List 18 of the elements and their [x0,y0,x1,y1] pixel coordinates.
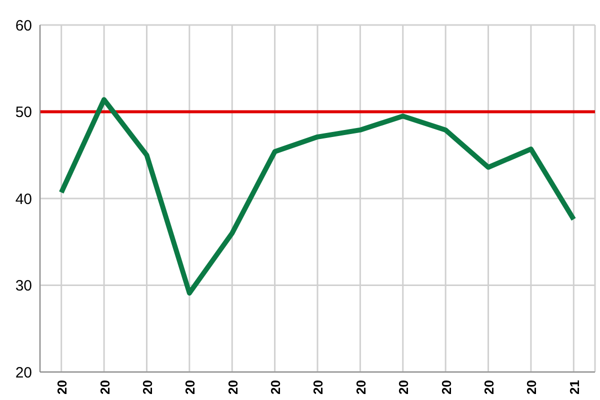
x-tick-label: 20 [268,380,284,394]
x-tick-label: 20 [353,380,368,394]
y-tick-label: 40 [15,190,32,208]
x-tick-label: 20 [396,380,412,394]
x-tick-label: 20 [524,380,540,394]
x-tick-label: 20 [482,380,496,394]
x-tick-label: 20 [225,380,240,394]
y-tick-label: 20 [15,364,32,382]
x-tick-label: 20 [310,380,326,394]
y-tick-label: 60 [15,17,32,34]
y-tick-label: 30 [15,278,32,295]
x-tick-label: 20 [54,380,70,394]
x-tick-label: 20 [97,380,112,394]
y-tick-label: 50 [15,104,32,122]
x-tick-label: 20 [182,380,198,394]
x-tick-label: 20 [140,380,155,394]
x-tick-label: 20 [438,380,454,394]
x-tick-label: 21 [566,380,582,394]
